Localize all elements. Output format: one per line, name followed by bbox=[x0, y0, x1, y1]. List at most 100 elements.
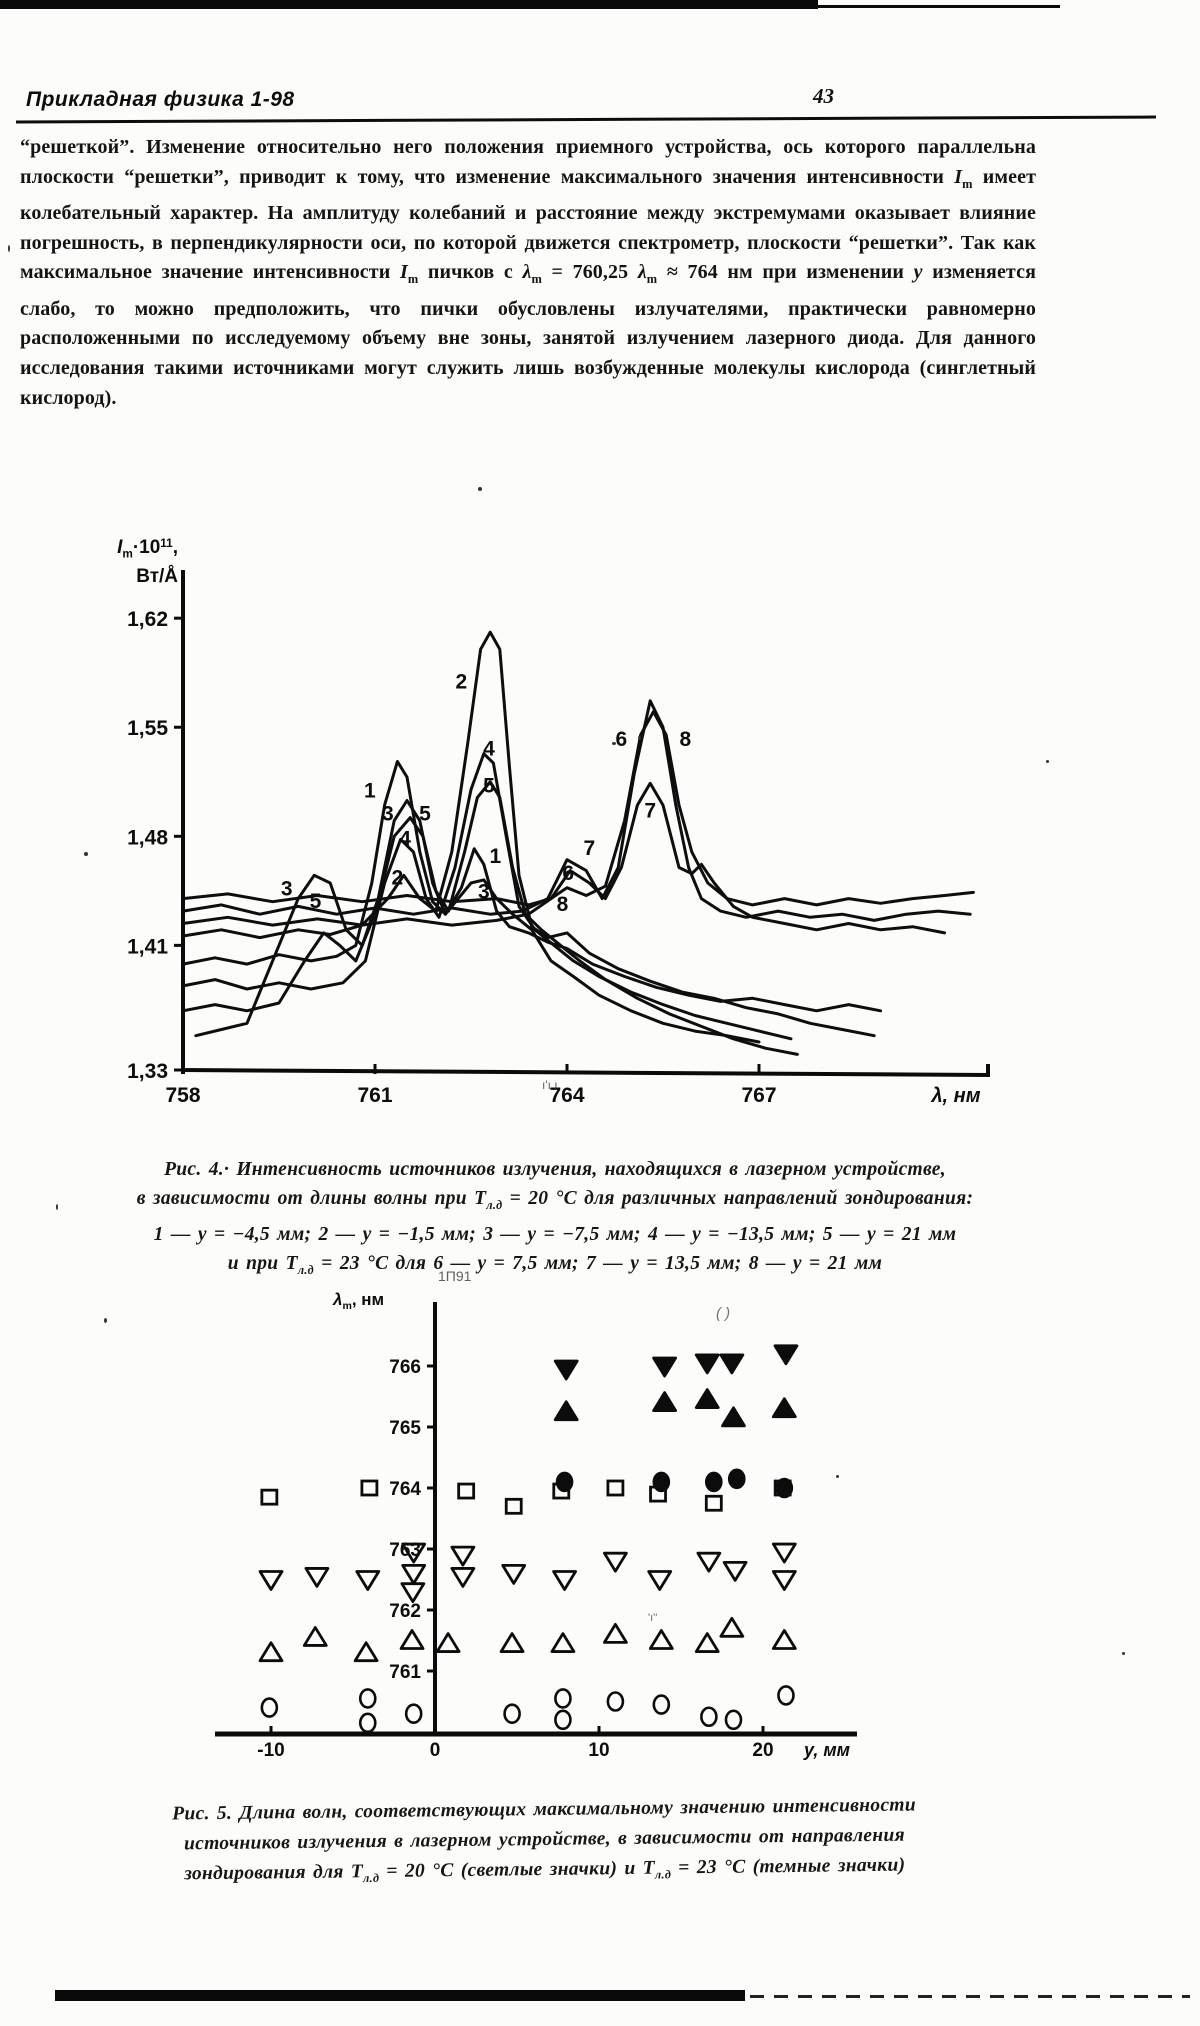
fig5-marker-triangle-down-open bbox=[771, 1542, 797, 1564]
fig4-curve-label-3: 3 bbox=[281, 878, 293, 901]
fig4-x-tick-label: 764 bbox=[549, 1084, 584, 1107]
fig5-marker-circle-open bbox=[652, 1694, 671, 1715]
fig5-x-tick-label: 0 bbox=[430, 1740, 441, 1761]
fig4-curve-label-4: 4 bbox=[399, 828, 411, 851]
fig5-marker-square-open bbox=[260, 1488, 279, 1506]
fig4-y-tick-label: 1,33 bbox=[127, 1060, 168, 1083]
fig5-marker-triangle-down-filled bbox=[773, 1344, 799, 1366]
fig5-y-axis-label-text: λm, нм bbox=[333, 1290, 385, 1313]
fig5-marker-triangle-up-open bbox=[258, 1641, 284, 1663]
fig4-curve-6 bbox=[181, 699, 972, 922]
fig5-x-tick-label: 20 bbox=[752, 1740, 773, 1761]
fig5-marker-circle-filled bbox=[652, 1471, 671, 1493]
fig5-marker-circle-open bbox=[503, 1703, 521, 1725]
fig4-curve-2 bbox=[181, 630, 876, 1038]
fig5-chart: λm, нм 761 762 763 764 765 766 -10 0 10 20 у, мм bbox=[85, 1288, 1005, 1763]
fig4-x-tick-label: 761 bbox=[357, 1084, 392, 1107]
fig5-marker-triangle-up-open bbox=[719, 1616, 745, 1638]
scan-speck bbox=[8, 245, 10, 252]
fig4-curve-label-6: 6 bbox=[562, 862, 574, 885]
fig5-marker-circle-open bbox=[554, 1709, 572, 1731]
fig5-marker-triangle-up-open bbox=[648, 1629, 674, 1650]
scan-stamp-artifact: 1П91 bbox=[438, 1268, 472, 1284]
fig4-caption-line: и при Тл.д = 23 °С для 6 — у = 7,5 мм; 7… bbox=[227, 1252, 883, 1277]
bottom-scan-dashes bbox=[750, 1995, 1190, 1998]
fig5-marker-circle-open bbox=[777, 1685, 795, 1706]
fig5-y-tick-label: 762 bbox=[389, 1601, 421, 1622]
fig5-marker-triangle-down-open bbox=[722, 1560, 748, 1582]
fig5-y-tick-label: 764 bbox=[389, 1479, 421, 1500]
fig5-marker-circle-open bbox=[404, 1703, 423, 1725]
fig5-marker-circle-open bbox=[606, 1691, 625, 1712]
fig5-marker-triangle-up-open bbox=[435, 1632, 461, 1653]
fig5-marker-triangle-up-open bbox=[694, 1632, 720, 1653]
fig4-curve-1 bbox=[181, 760, 883, 1013]
fig5-marker-triangle-up-filled bbox=[771, 1397, 797, 1419]
fig4-curve-label-1: 1 bbox=[364, 779, 376, 802]
scan-tick-noise: ı'ı ı bbox=[542, 1078, 558, 1092]
fig4-curve-label-5: 5 bbox=[419, 803, 431, 826]
fig4-y-tick-label: 1,55 bbox=[127, 717, 168, 740]
fig5-marker-triangle-down-filled bbox=[652, 1356, 677, 1378]
scan-speck bbox=[478, 487, 482, 491]
fig5-marker-circle-open bbox=[358, 1712, 377, 1734]
fig5-y-tick-label: 761 bbox=[389, 1662, 421, 1683]
fig5-marker-circle-open bbox=[700, 1706, 718, 1728]
fig4-y-axis-label-line2: Вт/Å bbox=[136, 565, 178, 587]
scan-speck bbox=[104, 1318, 107, 1323]
top-scan-bar bbox=[0, 0, 818, 9]
fig5-marker-triangle-down-open bbox=[696, 1551, 722, 1573]
fig5-marker-triangle-up-open bbox=[302, 1626, 328, 1647]
fig5-marker-triangle-down-open bbox=[258, 1570, 284, 1591]
fig4-curve-label-5: 5 bbox=[483, 775, 495, 798]
scan-speck bbox=[612, 742, 616, 745]
fig5-marker-triangle-down-open bbox=[400, 1582, 426, 1604]
fig5-y-tick-label: 766 bbox=[389, 1357, 421, 1378]
header-rule bbox=[15, 115, 1157, 124]
scan-speck bbox=[836, 1475, 839, 1478]
fig5-marker-triangle-down-open bbox=[401, 1564, 427, 1585]
top-scan-bar-thin bbox=[810, 5, 1060, 8]
scan-paren-noise: ( ) bbox=[716, 1305, 731, 1322]
fig4-x-tick-label: 758 bbox=[165, 1084, 200, 1107]
fig4-curve-label-3: 3 bbox=[382, 803, 394, 826]
fig5-marker-triangle-up-open bbox=[550, 1632, 576, 1653]
fig4-y-axis-label-line1: Im·1011, bbox=[117, 536, 178, 561]
fig5-x-tick-label: 10 bbox=[588, 1740, 609, 1761]
fig5-marker-triangle-down-open bbox=[552, 1570, 577, 1591]
scan-speck bbox=[1046, 760, 1049, 763]
fig5-marker-triangle-up-open bbox=[603, 1623, 628, 1644]
fig5-marker-triangle-down-open bbox=[401, 1542, 427, 1564]
fig5-marker-square-open bbox=[504, 1497, 523, 1515]
fig4-y-tick-label: 1,62 bbox=[127, 608, 168, 631]
fig5-marker-circle-filled bbox=[704, 1471, 723, 1493]
fig4-curve-label-1: 1 bbox=[489, 845, 501, 868]
fig5-marker-triangle-down-open bbox=[771, 1570, 797, 1591]
fig5-marker-triangle-down-open bbox=[501, 1564, 527, 1585]
fig4-curve-4 bbox=[181, 752, 793, 1041]
fig4-curve-label-3: 3 bbox=[478, 881, 490, 904]
fig4-caption-line: в зависимости от длины волны при Тл.д = … bbox=[136, 1188, 974, 1212]
fig5-marker-triangle-up-open bbox=[399, 1629, 425, 1650]
fig4-curve-label-5: 5 bbox=[310, 890, 322, 913]
fig4-y-tick-label: 1,41 bbox=[127, 935, 168, 958]
fig5-marker-triangle-down-filled bbox=[719, 1353, 745, 1375]
scan-speck bbox=[56, 1204, 58, 1210]
fig4-caption-line: Рис. 4.· Интенсивность источников излуче… bbox=[164, 1159, 946, 1180]
fig5-marker-triangle-down-open bbox=[603, 1551, 628, 1573]
fig5-marker-triangle-up-open bbox=[499, 1632, 525, 1653]
bottom-scan-bar bbox=[55, 1990, 745, 2001]
fig4-curve-label-2: 2 bbox=[456, 670, 468, 693]
fig5-marker-square-open bbox=[457, 1482, 476, 1500]
scan-speck bbox=[1122, 1652, 1125, 1655]
fig5-marker-triangle-up-filled bbox=[652, 1391, 677, 1412]
page-number: 43 bbox=[813, 84, 834, 108]
fig4-curve-label-8: 8 bbox=[557, 893, 569, 916]
fig5-marker-triangle-down-open bbox=[304, 1567, 330, 1588]
fig4-y-axis-label: Im·1011, Вт/Å bbox=[96, 533, 178, 588]
fig4-y-tick-label: 1,48 bbox=[127, 826, 168, 849]
fig5-marker-triangle-down-open bbox=[355, 1570, 381, 1591]
fig4-curve-label-6: 6 bbox=[616, 728, 628, 751]
fig4-caption: Рис. 4.· Интенсивность источников излуче… bbox=[48, 1155, 1062, 1285]
